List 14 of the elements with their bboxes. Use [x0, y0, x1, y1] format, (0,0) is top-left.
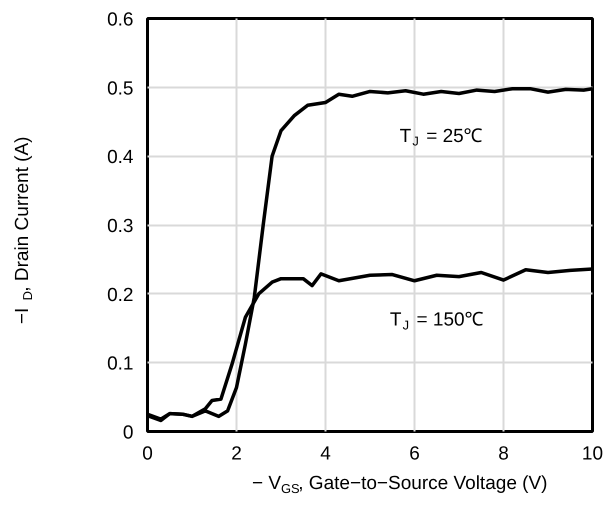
x-tick-label: 0: [142, 444, 153, 464]
y-tick-label: 0.4: [107, 147, 134, 168]
y-axis-title: −ID, Drain Current (A): [12, 136, 35, 324]
y-tick-label: 0.6: [107, 10, 134, 30]
y-tick-label: 0.3: [107, 216, 134, 237]
y-tick-label: 0.2: [107, 284, 134, 306]
x-tick-label: 4: [320, 444, 332, 464]
y-tick-label: 0: [122, 422, 134, 444]
y-tick-label: 0.5: [107, 78, 134, 100]
x-tick-label: 8: [498, 444, 509, 464]
y-tick-label: 0.1: [107, 354, 134, 375]
x-tick-label: 6: [409, 444, 420, 464]
x-tick-label: 10: [582, 444, 604, 464]
x-tick-label: 2: [231, 444, 242, 464]
